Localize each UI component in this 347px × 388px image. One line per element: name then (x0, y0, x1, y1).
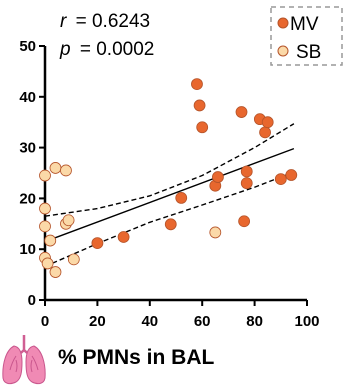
x-tick-label: 40 (141, 313, 158, 330)
data-point-sb (39, 220, 51, 233)
data-points (39, 78, 298, 278)
data-point-mv (164, 218, 177, 231)
r-annotation: r = 0.6243 (60, 11, 150, 32)
x-tick-label: 100 (294, 313, 319, 330)
data-point-sb (67, 253, 80, 266)
y-tick-label: 50 (19, 38, 36, 55)
y-tick-label: 0 (28, 292, 36, 309)
x-tick-label: 80 (246, 313, 263, 330)
y-tick-label: 30 (19, 140, 36, 157)
data-point-mv (238, 215, 251, 228)
data-point-mv (261, 116, 274, 129)
data-point-sb (41, 257, 54, 270)
legend: MV SB (270, 6, 343, 66)
data-point-sb (209, 226, 222, 239)
data-point-mv (193, 99, 206, 112)
lungs-icon (2, 335, 46, 385)
data-point-mv (259, 126, 271, 139)
x-tick-label: 0 (41, 313, 49, 330)
data-point-mv (285, 169, 298, 181)
data-point-sb (44, 234, 57, 247)
data-point-mv (235, 106, 248, 118)
data-point-sb (49, 162, 62, 174)
data-point-mv (212, 171, 224, 183)
regression-line (44, 147, 295, 243)
legend-marker-sb (277, 45, 289, 57)
data-point-mv (274, 173, 287, 185)
p-annotation: p = 0.0002 (59, 39, 154, 60)
axes (43, 46, 307, 302)
r-label: r (60, 11, 67, 32)
data-point-mv (196, 121, 209, 134)
data-point-sb (49, 266, 62, 278)
y-tick-label: 10 (19, 241, 36, 258)
x-tick-label: 60 (194, 313, 211, 330)
legend-label-sb: SB (296, 42, 321, 63)
p-value: = 0.0002 (80, 39, 155, 60)
data-point-mv (191, 78, 203, 90)
data-point-sb (62, 214, 75, 227)
confidence-band-upper (44, 123, 295, 217)
ticks: 0 20 40 60 80 100 0 10 20 30 40 50 (19, 38, 319, 330)
data-point-sb (60, 164, 72, 177)
y-tick-label: 20 (19, 190, 36, 207)
data-point-sb (39, 169, 51, 182)
p-label: p (59, 39, 71, 60)
r-value: = 0.6243 (76, 11, 151, 32)
legend-box (270, 6, 343, 66)
data-point-mv (240, 165, 253, 178)
y-tick-label: 40 (19, 89, 36, 106)
legend-label-mv: MV (290, 14, 319, 35)
data-point-mv (117, 231, 130, 243)
x-axis-label: % PMNs in BAL (58, 346, 215, 369)
x-tick-label: 20 (89, 313, 106, 330)
fit-line (44, 147, 295, 243)
confidence-band (44, 123, 295, 268)
data-point-mv (240, 177, 253, 190)
data-point-mv (175, 191, 188, 204)
legend-marker-mv (277, 17, 289, 29)
data-point-sb (39, 202, 51, 215)
data-point-mv (91, 237, 104, 250)
